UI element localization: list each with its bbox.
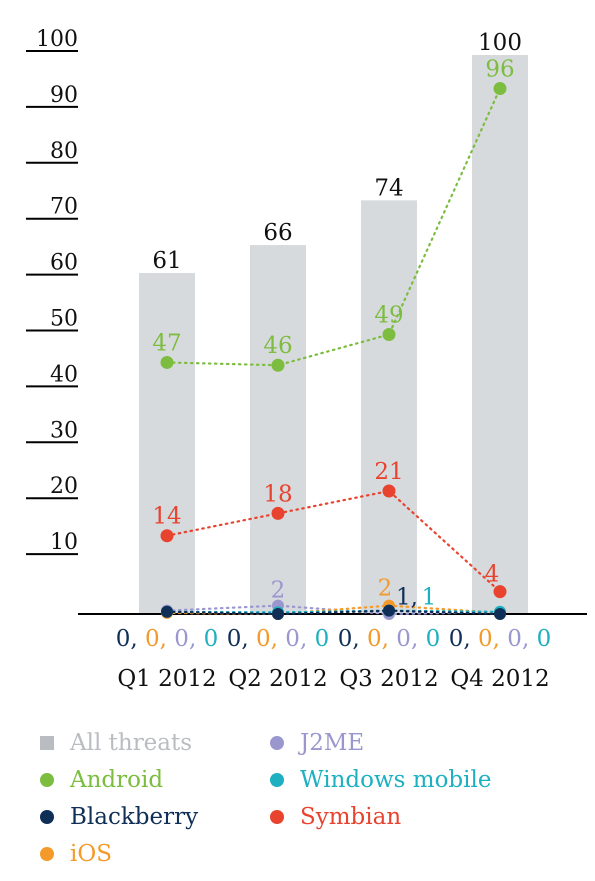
- legend-swatch: [270, 773, 284, 787]
- zero-value: 0,: [389, 626, 418, 652]
- series-point: [493, 585, 507, 599]
- series-point: [161, 605, 173, 618]
- y-tick-label: 60: [50, 251, 78, 276]
- y-tick-label: 10: [50, 530, 78, 555]
- legend-item-android: Android: [40, 767, 163, 793]
- zero-value: 0,: [249, 626, 278, 652]
- zero-value: 0,: [338, 626, 360, 652]
- zero-value: 0,: [278, 626, 307, 652]
- y-tick-label: 80: [50, 139, 78, 164]
- zero-value: 0,: [500, 626, 529, 652]
- bar-all-threats: [139, 273, 195, 614]
- series-point-label: 2: [378, 576, 393, 602]
- zero-value: 0,: [167, 626, 196, 652]
- legend-item-all-threats: All threats: [40, 730, 192, 756]
- zero-value: 0,: [449, 626, 471, 652]
- y-tick-label: 20: [50, 474, 78, 499]
- zero-value: 0,: [116, 626, 138, 652]
- bar-value-label: 61: [152, 248, 181, 274]
- legend-label: Windows mobile: [300, 767, 492, 793]
- y-tick-label: 40: [50, 362, 78, 387]
- legend-label: J2ME: [300, 730, 365, 756]
- legend-swatch: [270, 810, 284, 824]
- bar-value-label: 100: [478, 30, 522, 56]
- legend-swatch: [270, 736, 284, 750]
- series-symbian: 14 18 21 4: [152, 459, 507, 599]
- series-point: [382, 328, 396, 341]
- series-point-label: 2: [271, 578, 286, 604]
- category-zero-values: 0, 0, 0, 0: [449, 626, 551, 652]
- bar-all-threats: [250, 245, 306, 614]
- category-label: Q3 2012: [339, 666, 438, 692]
- series-point-label: 46: [263, 333, 292, 359]
- category-label: Q2 2012: [228, 666, 327, 692]
- series-point-label: 1,: [396, 585, 418, 611]
- zero-value: 0: [529, 626, 551, 652]
- legend-swatch: [40, 847, 54, 861]
- legend-label: Blackberry: [70, 804, 199, 830]
- series-point-label: 4: [485, 562, 500, 588]
- series-blackberry: 1,: [161, 585, 506, 620]
- legend-label: iOS: [70, 841, 112, 867]
- series-point: [160, 529, 174, 543]
- legend-item-symbian: Symbian: [270, 804, 401, 830]
- series-android: 47 46 49 96: [152, 57, 515, 372]
- series-point: [272, 608, 284, 620]
- bar-value-label: 66: [263, 220, 292, 246]
- legend-item-blackberry: Blackberry: [40, 804, 198, 830]
- series-point: [382, 484, 396, 498]
- series-point: [494, 608, 506, 620]
- y-tick-label: 100: [36, 27, 78, 52]
- zero-value: 0,: [138, 626, 167, 652]
- series-point-label: 49: [374, 303, 403, 329]
- category-zero-values: 0, 0, 0, 0: [338, 626, 440, 652]
- series-line: [165, 87, 502, 367]
- series-point-label: 18: [263, 481, 292, 507]
- series-point: [271, 506, 285, 520]
- series-point-label: 1: [422, 585, 437, 611]
- bar-all-threats: [472, 55, 528, 614]
- zero-value: 0: [196, 626, 218, 652]
- zero-value: 0,: [360, 626, 389, 652]
- legend-item-windows-mobile: Windows mobile: [270, 767, 491, 793]
- y-tick-label: 90: [50, 83, 78, 108]
- category-zero-values: 0, 0, 0, 0: [116, 626, 218, 652]
- category-label: Q4 2012: [450, 666, 549, 692]
- bar-all-threats: [361, 200, 417, 614]
- series-point: [493, 82, 507, 96]
- series-point-label: 47: [152, 330, 181, 356]
- y-tick-label: 70: [50, 195, 78, 220]
- category-label: Q1 2012: [117, 666, 216, 692]
- legend-item-ios: iOS: [40, 841, 112, 867]
- x-axis: 0, 0, 0, 0 Q1 2012 0, 0, 0, 0 Q2 2012 0, 0, …: [116, 626, 551, 692]
- legend-label: All threats: [70, 730, 193, 756]
- series-point: [160, 355, 174, 369]
- legend-swatch: [40, 773, 54, 787]
- series-point-label: 96: [485, 57, 514, 83]
- zero-value: 0,: [227, 626, 249, 652]
- zero-value: 0: [418, 626, 440, 652]
- zero-value: 0: [307, 626, 329, 652]
- series-line: [165, 609, 502, 616]
- legend-item-j2me: J2ME: [270, 730, 364, 756]
- y-tick-label: 50: [50, 307, 78, 332]
- bar-series: 61 66 74 100: [78, 30, 587, 615]
- legend-label: Android: [70, 767, 164, 793]
- category-zero-values: 0, 0, 0, 0: [227, 626, 329, 652]
- y-tick-label: 30: [50, 418, 78, 443]
- series-line: [165, 489, 502, 593]
- zero-value: 0,: [471, 626, 500, 652]
- legend-label: Symbian: [300, 804, 402, 830]
- legend-swatch: [40, 736, 54, 750]
- series-point-label: 21: [374, 459, 403, 485]
- series-point: [383, 604, 395, 617]
- y-axis: 10 20 30 40 50 60 70 80 90 100: [26, 27, 78, 556]
- series-point-label: 14: [152, 504, 181, 530]
- bar-value-label: 74: [374, 175, 403, 201]
- series-point: [271, 358, 285, 372]
- legend-swatch: [40, 810, 54, 824]
